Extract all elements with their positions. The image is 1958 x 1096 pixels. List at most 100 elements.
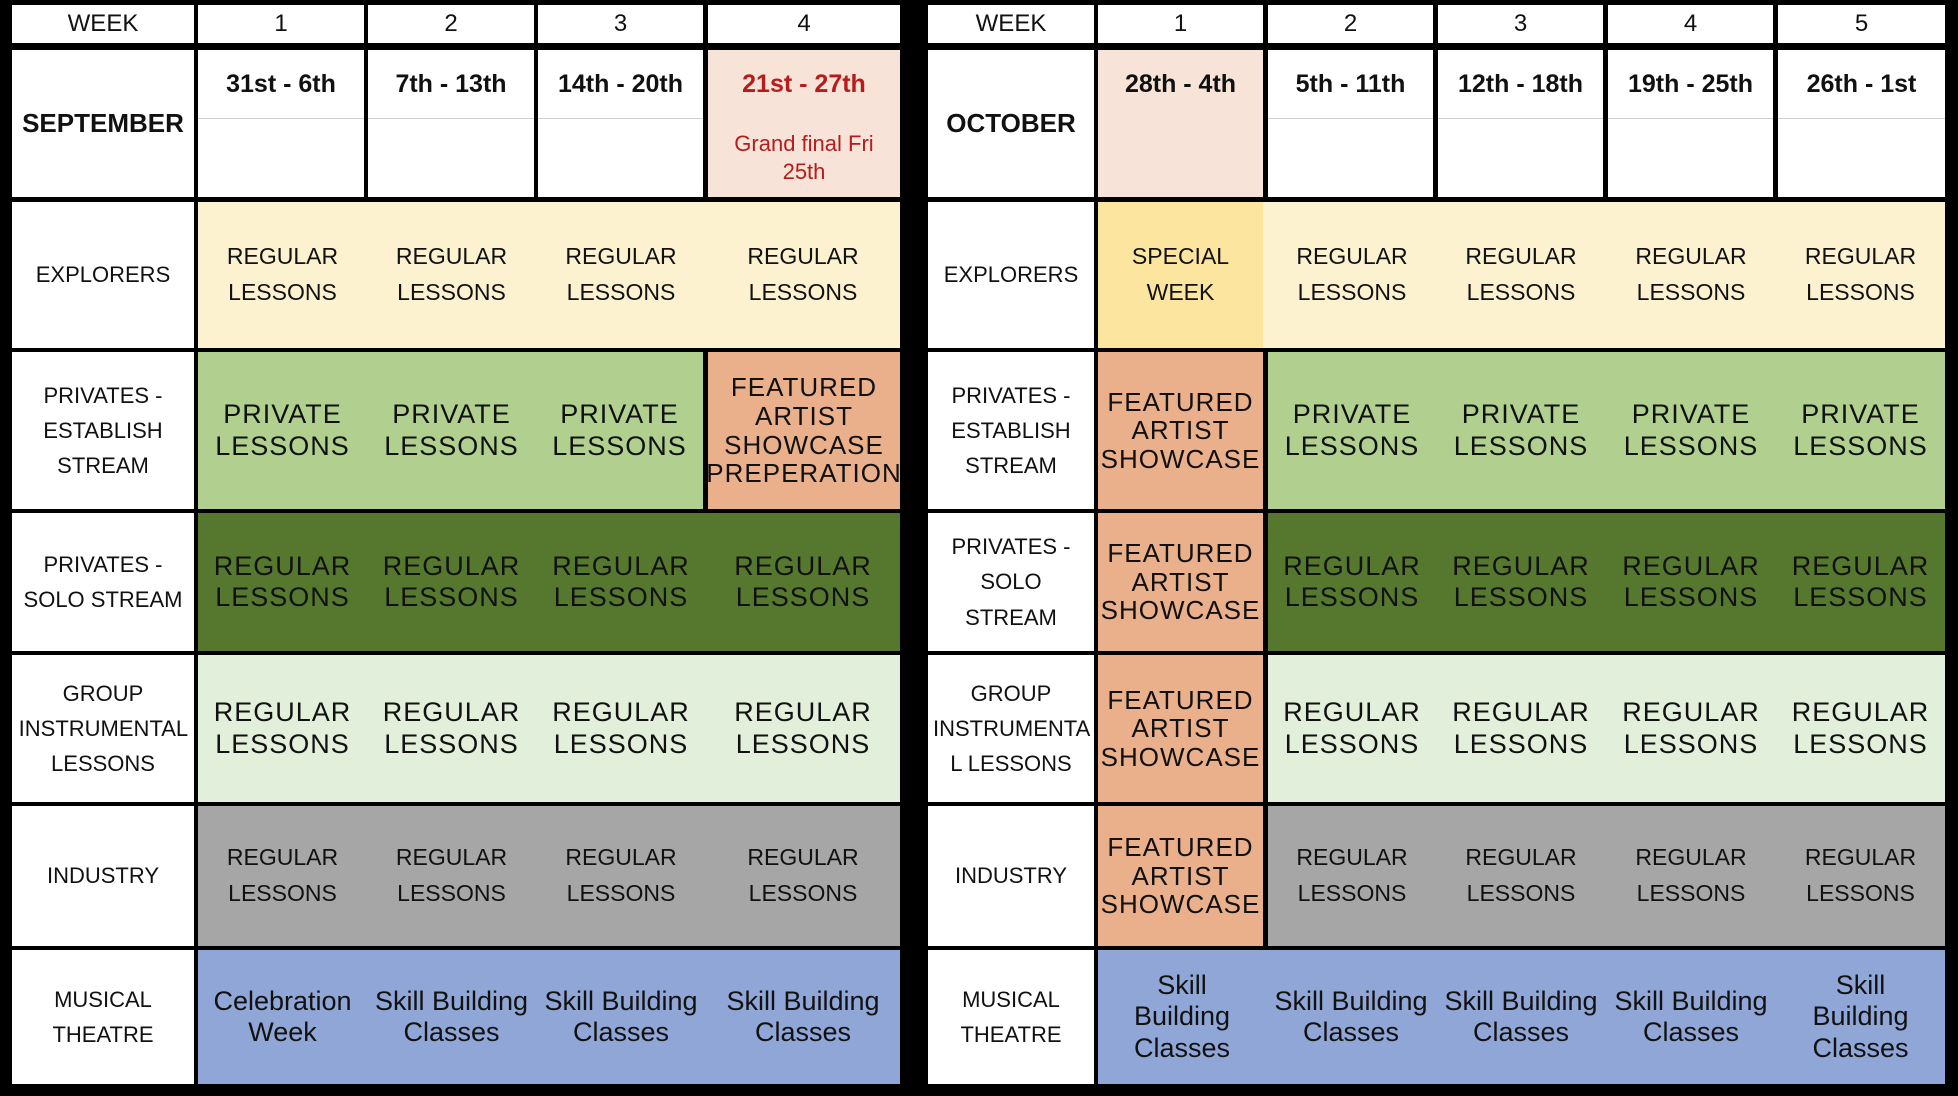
october-week-3-text: 3	[1513, 10, 1528, 38]
september-cell-r3-w4-text: REGULAR LESSONS	[734, 550, 872, 612]
september-row-label-2: PRIVATES - ESTABLISH STREAM	[12, 352, 194, 509]
september-week-label-text: WEEK	[67, 10, 139, 38]
september-cell-r2-w1-text: PRIVATE LESSONS	[215, 399, 350, 461]
october-row-label-4-text: GROUP INSTRUMENTA L LESSONS	[932, 680, 1091, 777]
october-cell-r1-w2-text: REGULAR LESSONS	[1296, 243, 1408, 305]
september-row-label-6: MUSICAL THEATRE	[12, 950, 194, 1084]
october-cell-r5-w1: FEATURED ARTIST SHOWCASE	[1098, 806, 1263, 946]
october-cell-r3-w1: FEATURED ARTIST SHOWCASE	[1098, 513, 1263, 651]
september-cell-r3-w4: REGULAR LESSONS	[706, 513, 900, 651]
september-cell-r5-w3: REGULAR LESSONS	[536, 806, 706, 946]
september-week-2-text: 2	[444, 10, 458, 38]
date-divider	[538, 118, 703, 119]
september-cell-r6-w1: Celebration Week	[198, 950, 367, 1084]
october-week-label-text: WEEK	[975, 10, 1047, 38]
october-cell-r5-w2: REGULAR LESSONS	[1268, 806, 1436, 946]
october-cell-r5-w3: REGULAR LESSONS	[1436, 806, 1606, 946]
october-cell-r2-w1-text: FEATURED ARTIST SHOWCASE	[1100, 386, 1261, 474]
september-cell-r4-w1: REGULAR LESSONS	[198, 655, 367, 802]
october-week-3: 3	[1438, 5, 1603, 43]
september-week-3-text: 3	[613, 10, 628, 38]
september-date-cell-1: 31st - 6th	[198, 50, 364, 197]
september-date-cell-4: 21st - 27th Grand final Fri 25th	[708, 50, 900, 197]
october-row-label-2: PRIVATES - ESTABLISH STREAM	[928, 352, 1094, 509]
date-divider	[1438, 118, 1603, 119]
september-week-label: WEEK	[12, 5, 194, 43]
october-cell-r4-w4: REGULAR LESSONS	[1606, 655, 1776, 802]
september-cell-r2-w3: PRIVATE LESSONS	[536, 352, 703, 509]
october-cell-r6-w2: Skill Building Classes	[1266, 950, 1436, 1084]
october-cell-r1-w2: REGULAR LESSONS	[1268, 202, 1436, 348]
october-cell-r3-w4: REGULAR LESSONS	[1606, 513, 1776, 651]
october-row-label-6-text: MUSICAL THEATRE	[960, 986, 1062, 1047]
september-cell-r3-w3: REGULAR LESSONS	[536, 513, 706, 651]
october-cell-r3-w4-text: REGULAR LESSONS	[1622, 550, 1760, 612]
september-row-label-5: INDUSTRY	[12, 806, 194, 946]
october-date-cell-4: 19th - 25th	[1608, 50, 1773, 197]
september-cell-r6-w2-text: Skill Building Classes	[374, 985, 529, 1047]
september-cell-r3-w2: REGULAR LESSONS	[366, 513, 537, 651]
october-cell-r4-w5-text: REGULAR LESSONS	[1791, 697, 1930, 759]
cell-separator	[1263, 513, 1268, 651]
september-cell-r3-w2-text: REGULAR LESSONS	[382, 550, 521, 612]
september-cell-r6-w1-text: Celebration Week	[213, 985, 352, 1047]
october-date-cell-5: 26th - 1st	[1778, 50, 1945, 197]
october-cell-r4-w2: REGULAR LESSONS	[1268, 655, 1436, 802]
october-row-label-5: INDUSTRY	[928, 806, 1094, 946]
september-cell-r3-w1: REGULAR LESSONS	[198, 513, 367, 651]
october-cell-r4-w2-text: REGULAR LESSONS	[1283, 697, 1421, 759]
october-cell-r2-w5: PRIVATE LESSONS	[1776, 352, 1945, 509]
september-week-3: 3	[538, 5, 703, 43]
october-row-label-5-text: INDUSTRY	[954, 863, 1068, 889]
cell-separator	[1263, 655, 1268, 802]
october-cell-r6-w2-text: Skill Building Classes	[1274, 985, 1428, 1047]
date-divider	[1608, 118, 1773, 119]
september-week-4: 4	[708, 5, 900, 43]
september-month-label: SEPTEMBER	[12, 50, 194, 197]
september-cell-r5-w2-text: REGULAR LESSONS	[395, 844, 508, 906]
october-cell-r6-w5-text: Skill Building Classes	[1812, 970, 1909, 1063]
october-cell-r3-w2-text: REGULAR LESSONS	[1283, 550, 1421, 612]
september-cell-r2-w4: FEATURED ARTIST SHOWCASE PREPERATION	[706, 352, 901, 509]
september-cell-r4-w1-text: REGULAR LESSONS	[213, 697, 352, 759]
september-row-label-6-text: MUSICAL THEATRE	[52, 986, 154, 1047]
september-week-1: 1	[198, 5, 364, 43]
october-cell-r6-w1: Skill Building Classes	[1098, 950, 1266, 1084]
october-cell-r1-w3: REGULAR LESSONS	[1436, 202, 1606, 348]
october-week-2: 2	[1268, 5, 1433, 43]
cell-separator	[1263, 352, 1268, 509]
date-divider	[1778, 118, 1945, 119]
cell-separator	[703, 352, 708, 509]
september-cell-r4-w3: REGULAR LESSONS	[536, 655, 706, 802]
september-cell-r1-w2-text: REGULAR LESSONS	[395, 243, 508, 305]
october-week-label: WEEK	[928, 5, 1094, 43]
september-cell-r4-w2: REGULAR LESSONS	[366, 655, 537, 802]
october-cell-r5-w5-text: REGULAR LESSONS	[1804, 844, 1917, 906]
october-week-2-text: 2	[1343, 10, 1358, 38]
september-date-2: 7th - 13th	[395, 69, 507, 98]
september-cell-r5-w1: REGULAR LESSONS	[198, 806, 367, 946]
october-week-1-text: 1	[1173, 10, 1188, 38]
september-row-label-1: EXPLORERS	[12, 202, 194, 348]
october-month-label: OCTOBER	[928, 50, 1094, 197]
october-date-1: 28th - 4th	[1124, 69, 1237, 98]
october-week-4-text: 4	[1683, 10, 1698, 38]
october-cell-r4-w4-text: REGULAR LESSONS	[1622, 697, 1760, 759]
october-week-5-text: 5	[1854, 10, 1869, 38]
october-cell-r2-w4-text: PRIVATE LESSONS	[1623, 399, 1759, 461]
october-row-label-3: PRIVATES - SOLO STREAM	[928, 513, 1094, 651]
october-cell-r4-w1: FEATURED ARTIST SHOWCASE	[1098, 655, 1263, 802]
october-cell-r2-w2-text: PRIVATE LESSONS	[1284, 399, 1420, 461]
october-cell-r2-w2: PRIVATE LESSONS	[1268, 352, 1436, 509]
september-cell-r6-w2: Skill Building Classes	[366, 950, 537, 1084]
october-cell-r1-w5-text: REGULAR LESSONS	[1804, 243, 1917, 305]
october-cell-r3-w3: REGULAR LESSONS	[1436, 513, 1606, 651]
october-date-cell-2: 5th - 11th	[1268, 50, 1433, 197]
september-row-label-4: GROUP INSTRUMENTAL LESSONS	[12, 655, 194, 802]
october-cell-r2-w1: FEATURED ARTIST SHOWCASE	[1098, 352, 1263, 509]
september-cell-r4-w4-text: REGULAR LESSONS	[734, 697, 872, 759]
october-cell-r4-w5: REGULAR LESSONS	[1776, 655, 1945, 802]
september-cell-r1-w3: REGULAR LESSONS	[536, 202, 706, 348]
october-date-3: 12th - 18th	[1457, 69, 1584, 98]
october-date-4: 19th - 25th	[1627, 69, 1754, 98]
